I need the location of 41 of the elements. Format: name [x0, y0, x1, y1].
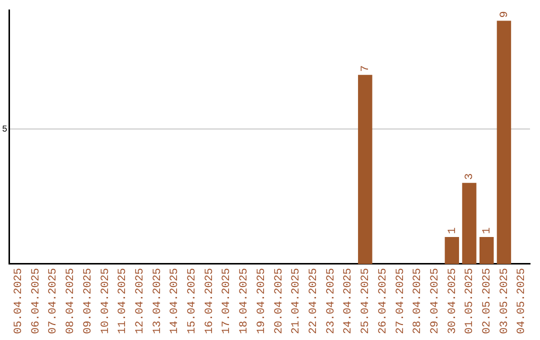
data-label: 1 [446, 226, 459, 234]
x-tick-label: 18.04.2025 [238, 268, 251, 334]
x-tick-label: 05.04.2025 [12, 268, 25, 334]
bar [462, 182, 476, 264]
x-tick-label: 14.04.2025 [169, 268, 182, 334]
data-label: 9 [498, 11, 511, 18]
x-tick-label: 16.04.2025 [204, 268, 216, 334]
data-label: 1 [482, 226, 494, 234]
x-tick-label: 30.04.2025 [446, 268, 459, 334]
x-tick-label: 19.04.2025 [256, 268, 268, 334]
bar [496, 20, 512, 264]
x-tick-label: 21.04.2025 [290, 268, 303, 334]
x-tick-label: 25.04.2025 [360, 268, 372, 334]
x-tick-label: 03.05.2025 [498, 268, 511, 334]
x-tick-label: 04.05.2025 [516, 268, 528, 334]
data-label: 3 [464, 173, 476, 180]
x-tick-label: 09.04.2025 [82, 268, 94, 334]
x-tick-label: 07.04.2025 [48, 268, 60, 334]
x-tick-label: 26.04.2025 [377, 268, 390, 334]
x-tick-label: 24.04.2025 [342, 268, 355, 334]
x-tick-label: 08.04.2025 [65, 268, 78, 334]
x-tick-label: 11.04.2025 [117, 268, 130, 334]
bar [480, 236, 494, 264]
x-tick-label: 23.04.2025 [325, 268, 338, 334]
bar [358, 74, 372, 264]
x-tick-label: 20.04.2025 [273, 268, 286, 334]
x-tick-label: 13.04.2025 [152, 268, 164, 334]
bar [444, 236, 460, 264]
x-tick-label: 29.04.2025 [429, 268, 442, 334]
x-tick-label: 10.04.2025 [100, 268, 112, 334]
data-label: 7 [360, 65, 372, 72]
x-tick-label: 28.04.2025 [412, 268, 424, 334]
x-tick-label: 27.04.2025 [394, 268, 407, 334]
x-tick-label: 01.05.2025 [464, 268, 476, 334]
x-tick-label: 22.04.2025 [308, 268, 320, 334]
x-tick-label: 06.04.2025 [30, 268, 42, 334]
x-tick-label: 02.05.2025 [482, 268, 494, 334]
x-tick-label: 15.04.2025 [186, 268, 199, 334]
x-tick-label: 17.04.2025 [221, 268, 234, 334]
y-tick-label: 5 [2, 124, 8, 134]
x-tick-label: 12.04.2025 [134, 268, 146, 334]
